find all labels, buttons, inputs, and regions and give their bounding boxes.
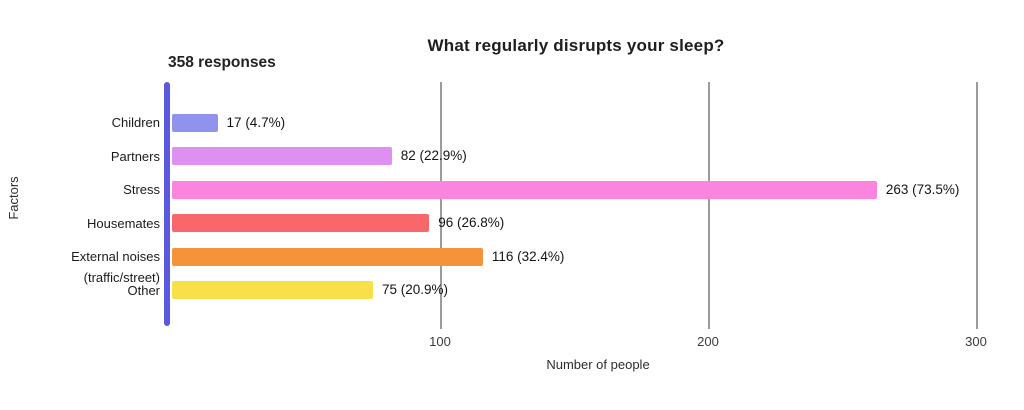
x-tick-label-300: 300 bbox=[965, 334, 987, 349]
category-label: Stress bbox=[123, 182, 160, 197]
x-axis-label: Number of people bbox=[546, 357, 650, 372]
gridline-100 bbox=[440, 82, 442, 329]
bar-partners bbox=[172, 147, 392, 165]
bar-stress bbox=[172, 180, 877, 199]
category-label: Partners bbox=[110, 148, 160, 164]
category-label: Housemates bbox=[87, 215, 160, 231]
responses-count: 358 responses bbox=[168, 54, 276, 71]
category-label-row: Other bbox=[0, 283, 160, 298]
gridline-200 bbox=[708, 82, 710, 329]
category-label-row: Partners bbox=[0, 149, 160, 164]
gridline-300 bbox=[976, 82, 978, 329]
value-label: 116 (32.4%) bbox=[491, 248, 565, 264]
category-label-row: Children bbox=[0, 115, 160, 130]
category-label: Children bbox=[111, 115, 160, 130]
y-axis-line bbox=[164, 82, 170, 326]
category-label: External noises bbox=[71, 249, 160, 264]
bar-external-noises bbox=[172, 247, 483, 266]
value-label: 17 (4.7%) bbox=[226, 114, 286, 130]
category-label: Other bbox=[127, 282, 160, 298]
category-label-row: External noises (traffic/street) bbox=[0, 249, 160, 285]
chart-title: What regularly disrupts your sleep? bbox=[427, 36, 725, 55]
value-label: 96 (26.8%) bbox=[438, 215, 505, 230]
value-label: 75 (20.9%) bbox=[382, 282, 449, 297]
bar-housemates bbox=[172, 214, 430, 232]
value-label: 263 (73.5%) bbox=[885, 181, 960, 197]
category-label-row: Housemates bbox=[0, 216, 160, 231]
value-label: 82 (22.9%) bbox=[400, 148, 467, 163]
bar-other bbox=[172, 281, 373, 299]
x-tick-label-100: 100 bbox=[429, 334, 451, 349]
category-label-row: Stress bbox=[0, 182, 160, 197]
plot-area: 100 200 300 17 (4.7%) 82 (22.9%) 263 (73.5%) 9… bbox=[164, 82, 987, 349]
category-label-line2: (traffic/street) bbox=[83, 270, 160, 285]
x-tick-label-200: 200 bbox=[697, 334, 719, 349]
bar-children bbox=[172, 113, 218, 132]
